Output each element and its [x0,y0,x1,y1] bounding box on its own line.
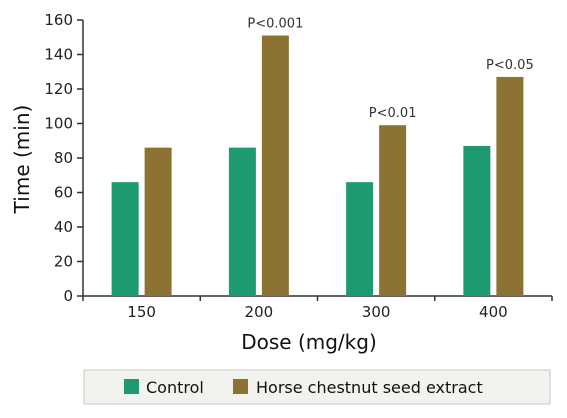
x-axis: 150 200 300 400 [82,295,553,321]
y-axis: 0 20 40 60 80 100 120 140 160 [44,11,84,305]
significance-label: P<0.05 [486,58,534,73]
y-tick-label: 20 [54,253,73,271]
x-tick-label: 300 [362,303,391,321]
y-tick-label: 160 [44,11,73,29]
y-tick-label: 120 [44,80,73,98]
y-tick-label: 0 [63,287,73,305]
legend-label-control: Control [146,378,204,397]
bar-control [228,147,256,296]
bar-extract [379,125,407,296]
y-tick-label: 60 [54,184,73,202]
bar-control [463,145,491,296]
bar-control [346,182,374,296]
significance-label: P<0.01 [369,106,417,121]
bars [111,35,524,297]
legend: Control Horse chestnut seed extract [83,369,551,405]
y-tick-label: 140 [44,46,73,64]
significance-label: P<0.001 [247,17,303,32]
legend-swatch-control [124,379,139,394]
bar-control [111,182,139,296]
bar-extract [496,76,524,296]
x-axis-title: Dose (mg/kg) [241,330,377,354]
y-axis-title: Time (min) [10,105,34,215]
bar-extract [144,147,172,296]
legend-label-extract: Horse chestnut seed extract [256,378,483,397]
x-tick-label: 150 [127,303,156,321]
y-tick-label: 80 [54,149,73,167]
legend-swatch-extract [233,379,248,394]
bar-extract [261,35,289,297]
x-tick-label: 400 [479,303,508,321]
annotations: P<0.001 P<0.01 P<0.05 [247,17,533,122]
y-tick-label: 40 [54,218,73,236]
y-tick-label: 100 [44,115,73,133]
x-tick-label: 200 [245,303,274,321]
legend-box [83,369,551,405]
